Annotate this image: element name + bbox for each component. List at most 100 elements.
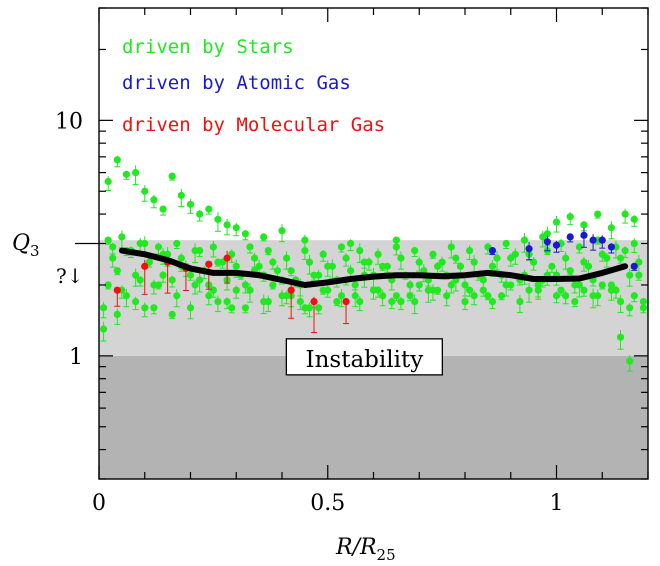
data-point-series-0	[104, 281, 112, 289]
data-point-series-0	[411, 297, 419, 306]
data-point-series-0	[502, 281, 510, 289]
data-point-series-0	[616, 254, 625, 262]
data-point-series-0	[621, 210, 629, 218]
data-point-series-0	[196, 210, 204, 218]
data-point-series-0	[168, 310, 176, 318]
data-point-series-0	[516, 297, 524, 306]
data-point-series-0	[552, 218, 561, 226]
data-point-series-0	[562, 292, 570, 300]
data-point-series-0	[109, 243, 117, 251]
data-point-series-0	[520, 236, 529, 244]
data-point-series-2	[310, 297, 318, 306]
data-point-series-0	[287, 267, 295, 275]
data-point-series-0	[241, 230, 249, 238]
data-point-series-0	[228, 304, 236, 312]
data-point-series-0	[168, 276, 176, 284]
data-point-series-0	[173, 292, 181, 300]
data-point-series-2	[113, 286, 121, 294]
data-point-series-0	[196, 246, 204, 255]
data-point-series-0	[465, 246, 474, 255]
x-axis-label: R/R25	[335, 535, 396, 564]
data-point-series-0	[177, 191, 185, 200]
data-point-series-1	[598, 236, 606, 244]
data-point-series-0	[145, 258, 153, 266]
data-point-series-1	[630, 262, 638, 270]
data-point-series-0	[186, 200, 195, 208]
data-point-series-0	[296, 297, 304, 306]
data-point-series-0	[584, 262, 593, 270]
data-point-series-0	[498, 292, 506, 300]
data-point-series-0	[461, 281, 469, 289]
data-point-series-0	[214, 215, 222, 223]
data-point-series-0	[580, 258, 588, 266]
y-axis-label-sub: 3	[30, 242, 40, 260]
data-point-series-0	[260, 233, 268, 241]
data-point-series-1	[580, 231, 588, 239]
data-point-series-0	[616, 297, 625, 306]
data-point-series-0	[397, 254, 405, 262]
data-point-series-2	[205, 260, 213, 268]
data-point-series-0	[415, 258, 423, 266]
data-point-series-0	[122, 292, 131, 300]
data-point-series-0	[241, 304, 249, 312]
data-point-series-0	[319, 286, 327, 294]
data-point-series-0	[232, 224, 240, 232]
data-point-series-0	[122, 170, 131, 178]
data-point-series-0	[630, 292, 638, 300]
data-point-series-1	[525, 245, 533, 253]
data-point-series-0	[379, 262, 387, 270]
data-point-series-0	[360, 258, 368, 266]
data-point-series-0	[626, 304, 634, 312]
data-point-series-0	[461, 297, 469, 306]
data-point-series-0	[246, 286, 254, 294]
data-point-series-0	[177, 254, 185, 262]
data-point-series-0	[635, 258, 643, 266]
data-point-series-0	[557, 286, 565, 294]
legend: driven by Stars driven by Atomic Gas dri…	[122, 36, 385, 136]
data-point-series-1	[552, 241, 561, 249]
y-axis-label-base: Q	[12, 231, 30, 256]
data-point-series-0	[301, 304, 309, 312]
data-point-series-0	[415, 281, 423, 289]
data-point-series-0	[397, 297, 405, 306]
data-point-series-0	[132, 297, 140, 306]
data-point-series-0	[104, 177, 112, 186]
data-point-series-2	[342, 297, 350, 306]
data-point-series-0	[315, 304, 323, 312]
legend-entry-stars: driven by Stars	[122, 36, 294, 58]
data-point-series-0	[374, 286, 382, 294]
data-point-series-0	[470, 258, 478, 266]
data-point-series-1	[589, 236, 597, 244]
data-point-series-0	[443, 292, 451, 300]
data-point-series-0	[493, 254, 501, 262]
data-point-series-0	[150, 304, 158, 312]
data-point-series-0	[351, 281, 359, 289]
data-point-series-2	[141, 262, 149, 270]
data-point-series-0	[209, 286, 217, 294]
data-point-series-0	[580, 286, 588, 294]
x-tick-label: 1	[550, 491, 564, 516]
data-point-series-0	[571, 297, 579, 306]
data-point-series-1	[607, 243, 616, 251]
data-point-series-0	[479, 286, 487, 294]
data-point-series-0	[429, 286, 437, 294]
data-point-series-0	[411, 246, 419, 255]
data-point-series-0	[324, 262, 332, 270]
data-point-series-0	[452, 254, 460, 262]
data-point-series-1	[543, 238, 551, 246]
data-point-series-0	[159, 271, 167, 279]
data-point-series-0	[507, 254, 515, 262]
data-point-series-0	[351, 292, 359, 300]
data-point-series-0	[616, 333, 625, 341]
data-point-series-0	[255, 262, 263, 270]
data-point-series-0	[264, 297, 272, 306]
y-axis-label: Q3	[12, 231, 40, 260]
data-point-series-0	[447, 281, 455, 289]
data-point-series-0	[186, 304, 195, 312]
data-point-series-0	[305, 258, 314, 266]
data-point-series-0	[223, 297, 231, 306]
svg-text:R/R25: R/R25	[335, 535, 396, 564]
data-point-series-0	[154, 243, 163, 251]
data-point-series-0	[456, 262, 465, 270]
